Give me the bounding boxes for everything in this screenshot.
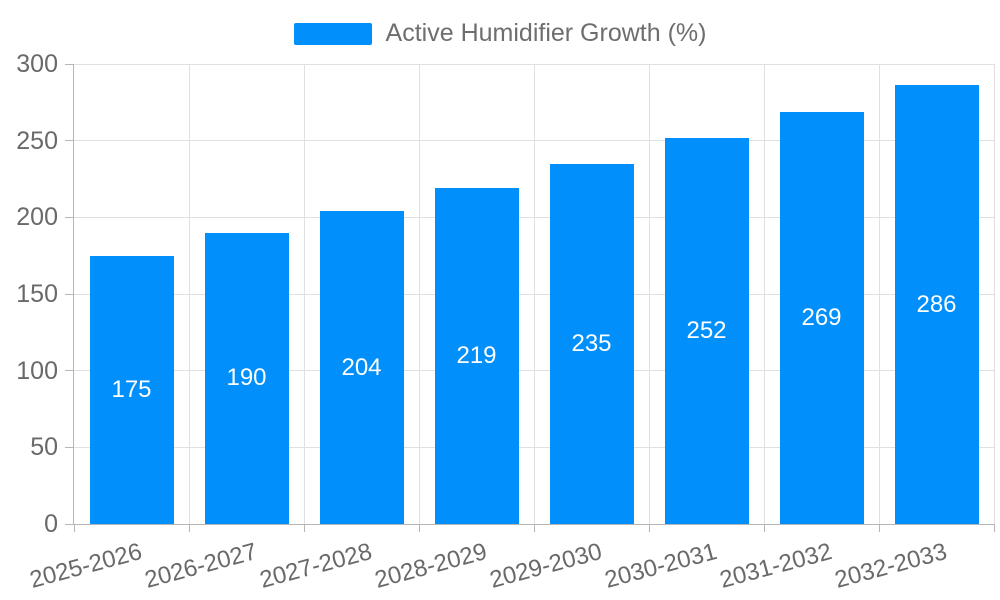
x-axis-tick	[878, 524, 880, 532]
gridline-vertical	[648, 64, 650, 524]
x-axis-tick	[648, 524, 650, 532]
y-axis-label: 200	[16, 203, 58, 232]
x-axis-label: 2030-2031	[601, 538, 720, 594]
y-axis-tick	[65, 216, 74, 218]
y-axis-tick	[65, 63, 74, 65]
x-axis-tick	[993, 524, 995, 532]
legend-item[interactable]: Active Humidifier Growth (%)	[0, 19, 1000, 48]
x-axis-label: 2025-2026	[26, 538, 145, 594]
bar-value-label: 219	[456, 342, 497, 370]
bar-value-label: 286	[916, 290, 957, 318]
y-axis-label: 150	[16, 280, 58, 308]
bar-value-label: 175	[111, 375, 152, 403]
x-axis-tick	[418, 524, 420, 532]
bar-value-label: 269	[801, 303, 842, 331]
gridline-vertical	[418, 64, 420, 524]
bar-value-label: 235	[571, 329, 612, 357]
x-axis-label: 2028-2029	[371, 538, 490, 594]
x-axis-tick	[763, 524, 765, 532]
y-axis-label: 50	[30, 433, 58, 462]
gridline-vertical	[763, 64, 765, 524]
bar[interactable]: 190	[204, 232, 289, 524]
legend-swatch	[293, 22, 372, 45]
bar[interactable]: 235	[549, 163, 634, 524]
bar-value-label: 204	[341, 353, 382, 381]
x-axis-label: 2029-2030	[486, 538, 605, 594]
x-axis-tick	[533, 524, 535, 532]
x-axis-tick	[73, 524, 75, 532]
x-axis-label: 2032-2033	[831, 538, 950, 594]
gridline-vertical	[188, 64, 190, 524]
bar[interactable]: 252	[664, 137, 749, 524]
y-axis-tick	[65, 446, 74, 448]
y-axis-tick	[65, 523, 74, 525]
x-axis-tick	[303, 524, 305, 532]
y-axis-label: 300	[16, 50, 58, 78]
bar[interactable]: 286	[894, 85, 979, 524]
y-axis-label: 250	[16, 126, 58, 155]
y-axis-tick	[65, 370, 74, 372]
bar[interactable]: 269	[779, 111, 864, 524]
y-axis-label: 100	[16, 356, 58, 385]
bar[interactable]: 219	[434, 188, 519, 524]
bar-value-label: 190	[226, 364, 267, 392]
gridline-vertical	[303, 64, 305, 524]
y-axis-tick	[65, 140, 74, 142]
x-axis-tick	[188, 524, 190, 532]
y-axis-tick	[65, 293, 74, 295]
bar[interactable]: 204	[319, 211, 404, 524]
bar[interactable]: 175	[89, 255, 174, 524]
y-axis-label: 0	[44, 510, 58, 538]
legend-label: Active Humidifier Growth (%)	[385, 19, 707, 47]
gridline-vertical	[993, 64, 995, 524]
x-axis-label: 2026-2027	[141, 538, 260, 594]
x-axis-label: 2031-2032	[716, 538, 835, 594]
x-axis-label: 2027-2028	[256, 538, 375, 594]
gridline-vertical	[878, 64, 880, 524]
bar-value-label: 252	[686, 316, 727, 344]
plot-area: 0 50 100 150 200 250 300 175 190 204 219 235 252 269 2…	[16, 51, 995, 594]
gridline-vertical	[533, 64, 535, 524]
